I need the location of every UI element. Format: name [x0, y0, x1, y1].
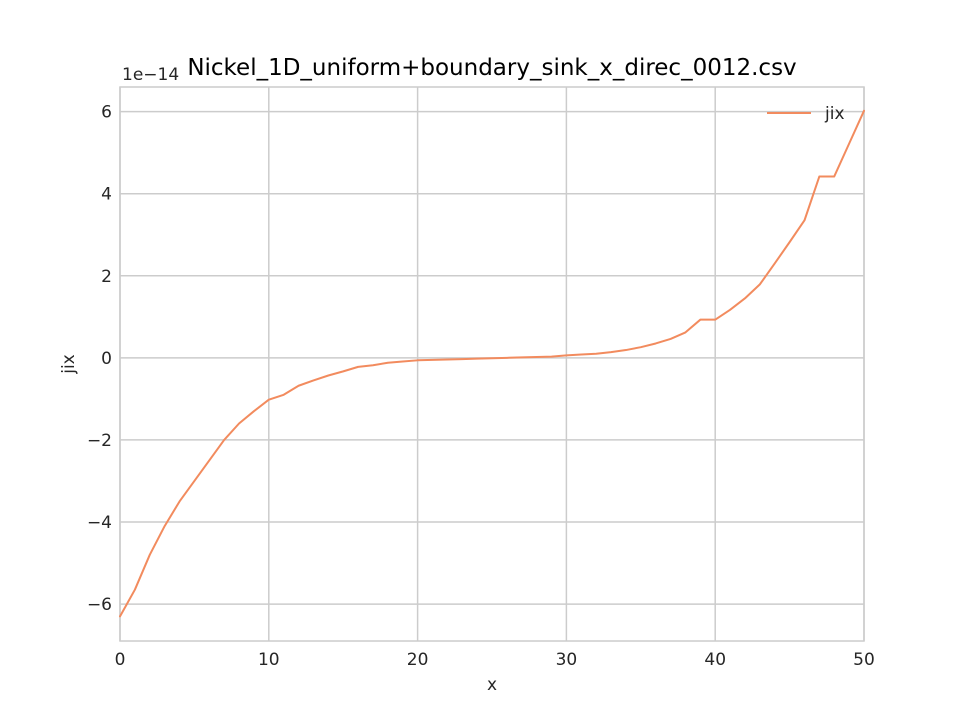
- legend: jix: [767, 104, 845, 124]
- x-tick-label: 10: [258, 650, 280, 670]
- y-offset-label: 1e−14: [122, 65, 179, 85]
- series-layer: [119, 109, 865, 618]
- y-tick-label: 6: [101, 103, 112, 123]
- x-tick-label: 20: [407, 650, 429, 670]
- tick-labels: 0 10 20 30 40 50 −6 −4 −2 0 2 4 6: [87, 103, 875, 670]
- x-tick-label: 40: [704, 650, 726, 670]
- x-tick-label: 50: [853, 650, 875, 670]
- series-line-jix: [119, 109, 865, 618]
- chart-title: Nickel_1D_uniform+boundary_sink_x_direc_…: [187, 55, 796, 81]
- x-tick-label: 0: [115, 650, 126, 670]
- y-tick-label: 0: [101, 349, 112, 369]
- plot-frame: [119, 86, 865, 642]
- y-tick-label: −6: [87, 595, 112, 615]
- y-tick-label: 2: [101, 267, 112, 287]
- y-tick-label: −4: [87, 513, 112, 533]
- y-axis-label: jix: [59, 354, 79, 375]
- legend-label-jix: jix: [824, 104, 845, 124]
- y-tick-label: 4: [101, 185, 112, 205]
- y-tick-label: −2: [87, 431, 112, 451]
- x-axis-label: x: [487, 675, 497, 695]
- x-tick-label: 30: [556, 650, 578, 670]
